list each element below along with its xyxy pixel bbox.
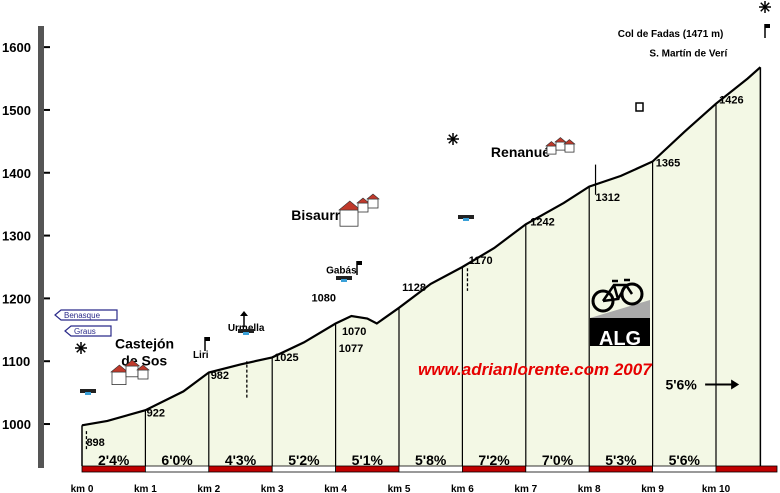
gradient-label-5: 5'8% [415, 452, 447, 468]
altitude-label-982: 982 [211, 370, 229, 382]
signpost-icon-gabas [356, 261, 362, 275]
gradient-label-4: 5'1% [352, 452, 384, 468]
y-tick-label-1100: 1100 [2, 354, 30, 369]
x-tick-label-0: km 0 [71, 484, 94, 493]
peak-icon-top [759, 1, 771, 13]
altitude-label-1025: 1025 [274, 352, 298, 364]
house-icon-bisaurri-3 [366, 193, 380, 209]
y-tick-label-1300: 1300 [2, 229, 31, 244]
gradient-label-final: 5'6% [665, 376, 697, 392]
gradient-label-1: 6'0% [161, 452, 193, 468]
gradient-label-8: 5'3% [605, 452, 637, 468]
y-axis: 1000 1100 1200 1300 1400 1500 1600 [2, 26, 50, 468]
altitude-label-1312: 1312 [596, 192, 620, 204]
sign-label-0: Benasque [64, 311, 101, 320]
website-label: www.adrianlorente.com 2007 [418, 360, 653, 379]
bridge-icon-0 [80, 389, 96, 395]
peak-icon-left [75, 342, 87, 354]
place-label-8: S. Martín de Verí [649, 49, 728, 60]
alg-logo-text: ALG [599, 328, 641, 350]
altitude-label-1365: 1365 [656, 157, 680, 169]
altitude-label-1128: 1128 [402, 282, 426, 294]
gradient-label-9: 5'6% [669, 452, 701, 468]
gradient-label-0: 2'4% [98, 452, 130, 468]
altitude-label-922: 922 [147, 407, 165, 419]
altitude-label-898: 898 [86, 437, 104, 449]
y-tick-label-1200: 1200 [2, 291, 31, 306]
place-label-4: Bisaurri [291, 207, 344, 223]
house-icon-renanue-3 [563, 139, 576, 153]
signpost-icon-top [764, 24, 770, 38]
x-tick-label-3: km 3 [261, 484, 284, 493]
gradient-label-7: 7'0% [542, 452, 574, 468]
bridge-icon-3 [458, 215, 474, 221]
x-tick-label-2: km 2 [197, 484, 220, 493]
altitude-label-1242: 1242 [530, 217, 554, 229]
x-tick-label-4: km 4 [324, 484, 347, 493]
signpost-icon-liri [204, 337, 210, 351]
x-tick-label-9: km 9 [641, 484, 664, 493]
altitude-label-1080: 1080 [312, 293, 336, 305]
hut-icon [635, 102, 644, 112]
band-segment-10 [715, 465, 778, 473]
sign-arrow-0 [54, 309, 118, 321]
y-tick-label-1600: 1600 [2, 40, 31, 55]
place-label-3: Urmella [228, 323, 265, 334]
house-icon-castejon-1 [110, 364, 129, 386]
house-icon-bisaurri-1 [338, 200, 362, 227]
up-arrow-head [240, 311, 248, 316]
bridge-icon-1 [238, 329, 254, 335]
altitude-label-1070: 1070 [342, 326, 366, 338]
x-tick-label-10: km 10 [702, 484, 731, 493]
altitude-label-1426: 1426 [719, 95, 743, 107]
x-tick-label-5: km 5 [388, 484, 411, 493]
place-label-6: Renanué [491, 144, 550, 160]
place-label-0: Castejón [115, 336, 174, 352]
x-tick-label-1: km 1 [134, 484, 157, 493]
house-icon-castejon-3 [136, 364, 150, 380]
place-label-7: Col de Fadas (1471 m) [618, 29, 724, 40]
chart-icons: Benasque Graus ALG [54, 1, 771, 395]
y-tick-label-1400: 1400 [2, 166, 31, 181]
place-label-5: Gabás [326, 265, 357, 276]
profile-area [81, 66, 762, 466]
gradient-label-3: 5'2% [288, 452, 320, 468]
alg-logo: ALG [590, 278, 650, 350]
place-label-2: Liri [193, 350, 209, 361]
bridge-icon-2 [336, 276, 352, 282]
chart-labels: 2'4% 6'0% 4'3% 5'2% 5'1% 5'8% 7'2% 7'0% 5'3% 5'6%… [71, 29, 744, 493]
altitude-label-1170: 1170 [469, 255, 493, 267]
gradient-label-2: 4'3% [225, 452, 257, 468]
y-tick-label-1000: 1000 [2, 417, 31, 432]
y-tick-label-1500: 1500 [2, 103, 31, 118]
x-tick-label-6: km 6 [451, 484, 474, 493]
house-icon-bisaurri-2 [356, 197, 370, 213]
sign-arrow-1 [64, 325, 112, 337]
gradient-label-6: 7'2% [478, 452, 510, 468]
sign-label-1: Graus [74, 327, 96, 336]
profile-fill [82, 67, 761, 466]
x-tick-label-7: km 7 [514, 484, 537, 493]
x-tick-label-8: km 8 [578, 484, 601, 493]
gradient-band [81, 465, 778, 473]
altitude-label-1077: 1077 [339, 343, 363, 355]
peak-icon-mid [447, 133, 459, 145]
y-axis-bar [38, 26, 44, 468]
gradient-arrow-head [731, 379, 740, 390]
